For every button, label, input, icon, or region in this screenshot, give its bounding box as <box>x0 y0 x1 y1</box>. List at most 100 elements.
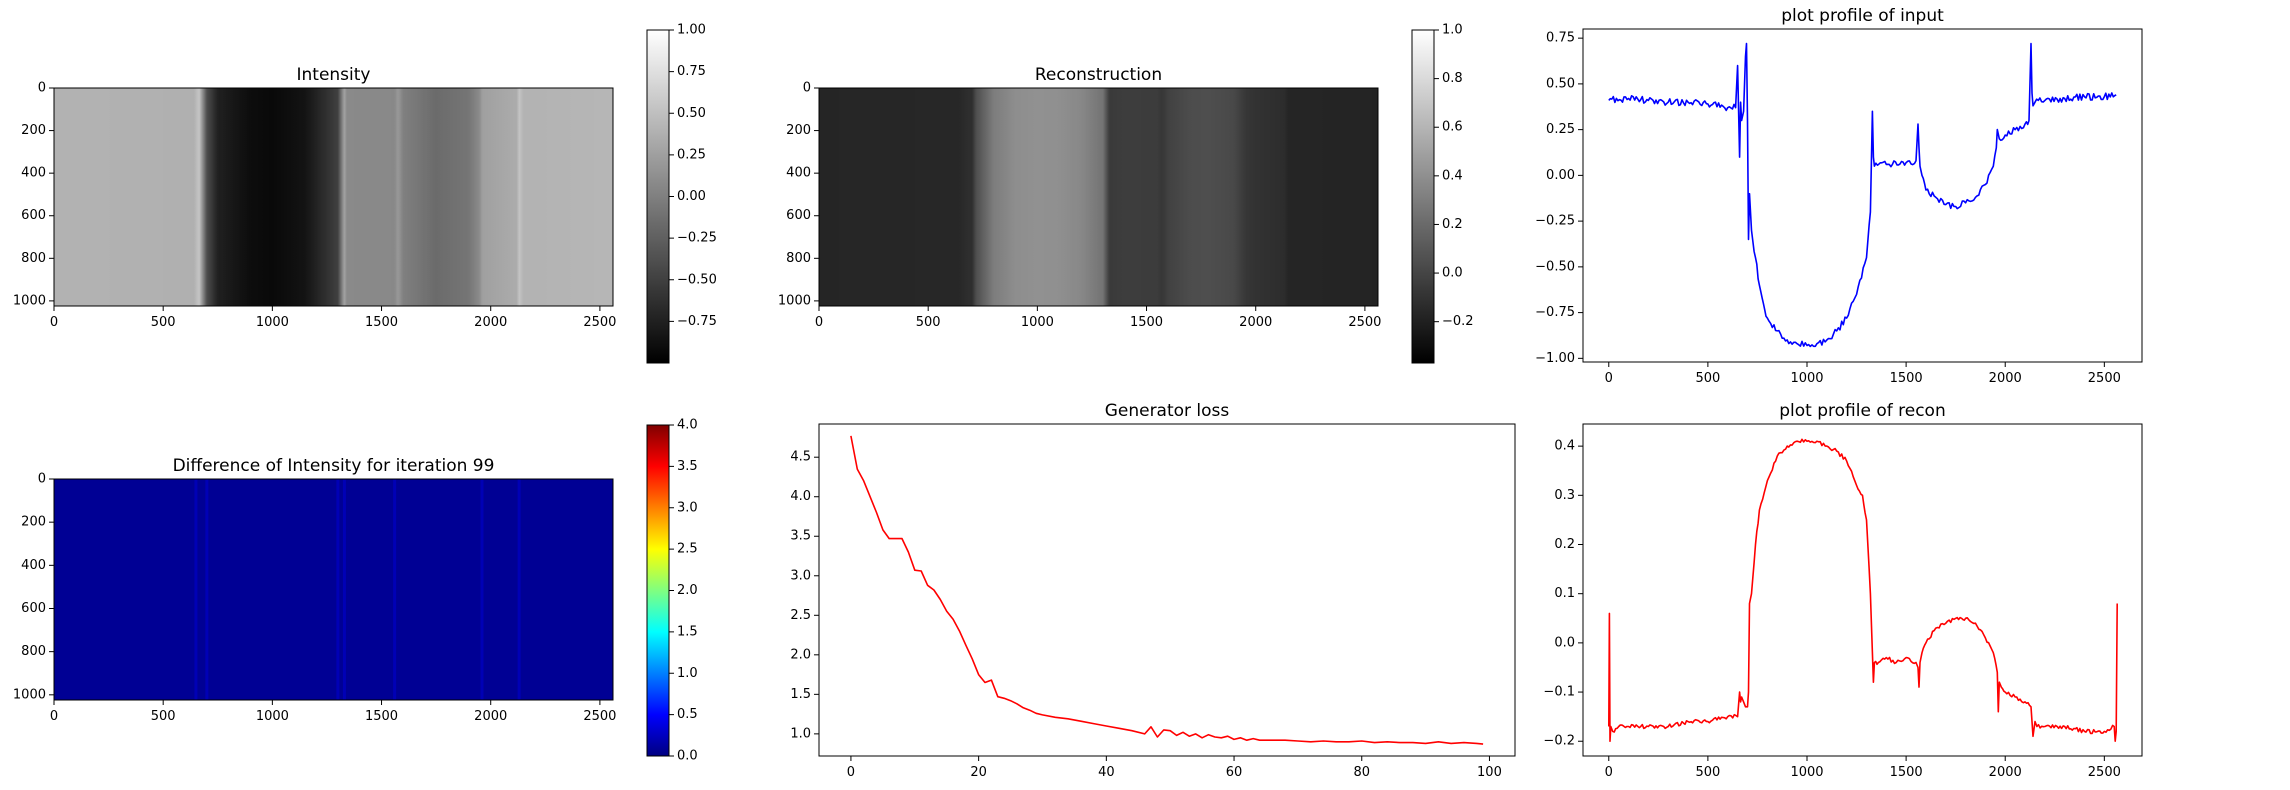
profile-recon-ytick-label: 0.3 <box>1554 488 1575 503</box>
difference-colorbar <box>646 424 670 757</box>
difference-faint-column <box>393 479 397 700</box>
generator-loss-ytick-label: 3.0 <box>790 568 811 583</box>
difference-xtick-label: 2500 <box>583 709 616 724</box>
difference-cb-tick-label: 1.0 <box>677 666 698 681</box>
difference-image <box>54 479 613 700</box>
reconstruction-xtick-label: 2500 <box>1348 315 1381 330</box>
reconstruction-xtick-label: 500 <box>916 315 941 330</box>
profile-recon-xtick-label: 0 <box>1605 765 1613 780</box>
profile-input-ytick-label: −0.25 <box>1535 214 1575 229</box>
reconstruction-ytick-label: 200 <box>786 123 811 138</box>
reconstruction-ytick-label: 1000 <box>778 293 811 308</box>
difference-panel: 0 500 1000 1500 2000 2500 0 200 400 600 800 1000 Dif… <box>13 418 698 764</box>
generator-loss-series-line <box>850 435 1484 745</box>
difference-title: Difference of Intensity for iteration 99 <box>173 456 495 476</box>
generator-loss-ytick-label: 4.0 <box>790 489 811 504</box>
intensity-cb-tick-label: −0.50 <box>677 272 717 287</box>
difference-faint-column <box>205 479 209 700</box>
intensity-panel: 0 500 1000 1500 2000 2500 0 200 400 600 800 1000 Int… <box>13 23 717 364</box>
generator-loss-xtick-label: 0 <box>847 765 855 780</box>
profile-input-ytick-label: −0.50 <box>1535 259 1575 274</box>
difference-cb-tick-label: 3.0 <box>677 500 698 515</box>
reconstruction-xtick-label: 1500 <box>1130 315 1163 330</box>
intensity-xtick-label: 2000 <box>474 315 507 330</box>
profile-recon-xtick-label: 1500 <box>1890 765 1923 780</box>
generator-loss-xtick-label: 100 <box>1477 765 1502 780</box>
intensity-axes-frame <box>53 87 614 307</box>
generator-loss-ytick-label: 4.5 <box>790 450 811 465</box>
reconstruction-ytick-label: 400 <box>786 166 811 181</box>
intensity-xtick-label: 2500 <box>583 315 616 330</box>
profile-recon-ytick-label: −0.2 <box>1543 734 1575 749</box>
intensity-ytick-label: 0 <box>38 81 46 96</box>
reconstruction-axes-frame <box>818 87 1379 307</box>
reconstruction-cb-tick-label: 1.0 <box>1442 23 1463 38</box>
profile-recon-ytick-label: 0.0 <box>1554 635 1575 650</box>
difference-ytick-label: 1000 <box>13 687 46 702</box>
profile-recon-xtick-label: 500 <box>1695 765 1720 780</box>
profile-input-title: plot profile of input <box>1781 6 1944 26</box>
reconstruction-panel: 0 500 1000 1500 2000 2500 0 200 400 600 800 1000 Rec… <box>778 23 1474 364</box>
generator-loss-ytick-label: 1.0 <box>790 726 811 741</box>
generator-loss-title: Generator loss <box>1105 401 1230 421</box>
reconstruction-image <box>819 88 1378 306</box>
profile-recon-xtick-label: 1000 <box>1790 765 1823 780</box>
generator-loss-xtick-label: 40 <box>1098 765 1115 780</box>
profile-recon-title: plot profile of recon <box>1779 401 1945 421</box>
difference-faint-column <box>342 479 346 700</box>
difference-ytick-label: 400 <box>21 558 46 573</box>
difference-faint-column <box>480 479 484 700</box>
profile-input-series-line <box>1608 42 2117 348</box>
profile-input-axes-frame <box>1582 28 2143 363</box>
profile-input-ytick-label: 0.00 <box>1546 168 1575 183</box>
reconstruction-cb-tick-label: 0.0 <box>1442 266 1463 281</box>
intensity-cb-tick-label: −0.25 <box>677 231 717 246</box>
reconstruction-ytick-label: 600 <box>786 208 811 223</box>
profile-recon-xtick-label: 2500 <box>2088 765 2121 780</box>
reconstruction-cb-tick-label: 0.6 <box>1442 120 1463 135</box>
difference-cb-tick-label: 1.5 <box>677 624 698 639</box>
difference-faint-column <box>194 479 198 700</box>
difference-ytick-label: 200 <box>21 515 46 530</box>
generator-loss-xtick-label: 60 <box>1226 765 1243 780</box>
profile-recon-ytick-label: 0.2 <box>1554 537 1575 552</box>
difference-faint-column <box>336 479 340 700</box>
profile-input-xtick-label: 2500 <box>2088 371 2121 386</box>
profile-input-ytick-label: 0.75 <box>1546 31 1575 46</box>
difference-xtick-label: 1000 <box>256 709 289 724</box>
profile-input-ytick-label: 0.25 <box>1546 122 1575 137</box>
profile-input-xtick-label: 2000 <box>1989 371 2022 386</box>
profile-input-ytick-label: −1.00 <box>1535 351 1575 366</box>
reconstruction-title: Reconstruction <box>1035 65 1162 85</box>
profile-input-xtick-label: 1500 <box>1890 371 1923 386</box>
intensity-ytick-label: 800 <box>21 251 46 266</box>
profile-recon-ytick-label: −0.1 <box>1543 685 1575 700</box>
difference-cb-tick-label: 0.5 <box>677 707 698 722</box>
profile-input-xtick-label: 500 <box>1695 371 1720 386</box>
difference-xtick-label: 2000 <box>474 709 507 724</box>
reconstruction-xtick-label: 0 <box>815 315 823 330</box>
difference-cb-tick-label: 3.5 <box>677 459 698 474</box>
generator-loss-ytick-label: 1.5 <box>790 687 811 702</box>
generator-loss-ytick-label: 2.5 <box>790 608 811 623</box>
reconstruction-colorbar <box>1411 29 1435 364</box>
difference-cb-tick-label: 2.5 <box>677 542 698 557</box>
generator-loss-xtick-label: 80 <box>1353 765 1370 780</box>
profile-recon-axes-frame <box>1582 423 2143 757</box>
profile-input-ytick-label: 0.50 <box>1546 76 1575 91</box>
difference-cb-tick-label: 2.0 <box>677 583 698 598</box>
intensity-ytick-label: 200 <box>21 123 46 138</box>
profile-recon-ytick-label: 0.1 <box>1554 586 1575 601</box>
difference-ytick-label: 600 <box>21 601 46 616</box>
reconstruction-ytick-label: 0 <box>803 81 811 96</box>
intensity-cb-tick-label: 0.50 <box>677 106 706 121</box>
reconstruction-ytick-label: 800 <box>786 251 811 266</box>
intensity-ytick-label: 400 <box>21 166 46 181</box>
profile-input-xtick-label: 0 <box>1605 371 1613 386</box>
profile-recon-xtick-label: 2000 <box>1989 765 2022 780</box>
intensity-xtick-label: 1000 <box>256 315 289 330</box>
difference-xtick-label: 500 <box>151 709 176 724</box>
intensity-cb-tick-label: 0.25 <box>677 147 706 162</box>
difference-ytick-label: 800 <box>21 644 46 659</box>
difference-xtick-label: 1500 <box>365 709 398 724</box>
